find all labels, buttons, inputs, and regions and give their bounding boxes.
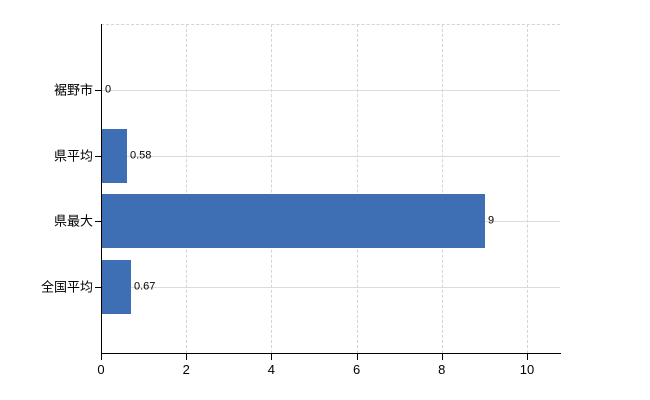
vertical-gridline: [186, 24, 188, 353]
x-axis-tick-label: 8: [438, 362, 446, 377]
value-label: 9: [488, 214, 495, 227]
category-gridline: [102, 90, 560, 91]
y-axis-line: [101, 24, 102, 354]
category-label: 全国平均: [40, 279, 93, 295]
bar: [102, 129, 127, 183]
x-axis-line: [101, 353, 561, 354]
category-label: 県平均: [53, 148, 93, 164]
plot-top-border: [101, 24, 560, 25]
value-label: 0.67: [134, 280, 156, 293]
vertical-gridline: [527, 24, 528, 353]
y-axis-tick: [95, 221, 101, 222]
x-axis-tick-label: 2: [182, 362, 190, 377]
x-axis-tick-label: 0: [97, 362, 105, 377]
y-axis-tick: [95, 90, 101, 91]
value-label: 0: [105, 83, 112, 96]
vertical-gridline: [441, 24, 443, 353]
x-axis-tick: [271, 354, 272, 360]
x-axis-tick-label: 4: [267, 362, 276, 377]
y-axis-tick: [95, 156, 101, 157]
category-gridline: [102, 156, 560, 157]
x-axis-tick: [357, 354, 358, 360]
bar: [102, 194, 485, 248]
category-label: 県最大: [53, 213, 93, 229]
value-label: 0.58: [130, 149, 152, 162]
category-label: 裾野市: [53, 82, 93, 98]
vertical-gridline: [271, 24, 273, 353]
x-axis-tick-label: 6: [352, 362, 361, 377]
x-axis-tick: [527, 354, 528, 360]
x-axis-tick: [186, 354, 187, 360]
y-axis-tick: [95, 287, 101, 288]
category-gridline: [102, 287, 560, 288]
bar: [102, 260, 131, 314]
x-axis-tick: [101, 354, 102, 360]
x-axis-tick-label: 10: [519, 362, 535, 377]
vertical-gridline: [356, 24, 358, 353]
x-axis-tick: [442, 354, 443, 360]
